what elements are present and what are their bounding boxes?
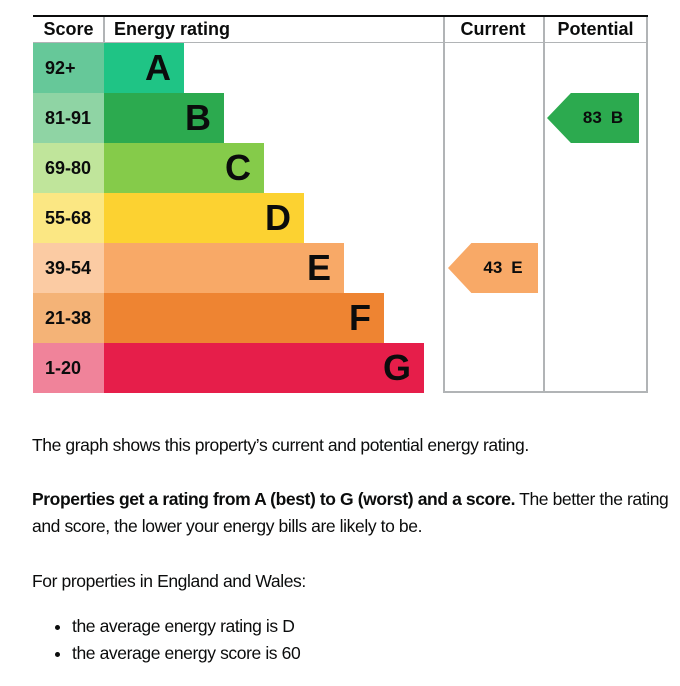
score-column-divider — [103, 17, 105, 43]
average-rating-bullet: the average energy rating is D — [72, 613, 677, 640]
averages-list: the average energy rating is D the avera… — [32, 613, 677, 667]
header-potential: Potential — [557, 19, 634, 39]
band-score-range: 92+ — [33, 43, 104, 93]
band-letter: D — [265, 197, 291, 238]
band-row: 81-91 B — [33, 93, 648, 143]
potential-band: B — [610, 108, 624, 127]
band-bar: G — [104, 343, 424, 393]
band-row: 21-38 F — [33, 293, 648, 343]
band-bar: A — [104, 43, 184, 93]
band-bar: B — [104, 93, 224, 143]
explanatory-text: The graph shows this property’s current … — [32, 432, 677, 667]
rating-explanation-bold: Properties get a rating from A (best) to… — [32, 489, 516, 509]
current-band: E — [511, 258, 523, 277]
band-bar: E — [104, 243, 344, 293]
band-letter: E — [306, 247, 331, 288]
header-score: Score — [43, 19, 94, 39]
header-current: Current — [460, 19, 526, 39]
band-letter: A — [145, 47, 171, 88]
current-score: 43 — [483, 258, 503, 277]
band-score-range: 21-38 — [33, 293, 104, 343]
band-row: 69-80 C — [33, 143, 648, 193]
rating-explanation-paragraph: Properties get a rating from A (best) to… — [32, 486, 677, 540]
band-bar: D — [104, 193, 304, 243]
current-column-divider — [443, 17, 445, 393]
potential-column-divider — [543, 17, 545, 393]
band-score-range: 39-54 — [33, 243, 104, 293]
band-row: 92+ A — [33, 43, 648, 93]
band-letter: C — [225, 147, 251, 188]
band-letter: F — [349, 297, 371, 338]
band-bar: F — [104, 293, 384, 343]
region-note: For properties in England and Wales: — [32, 571, 306, 591]
band-score-range: 69-80 — [33, 143, 104, 193]
graph-description-paragraph: The graph shows this property’s current … — [32, 435, 529, 455]
band-score-range: 81-91 — [33, 93, 104, 143]
rating-explanation-rest: The better the rating and score, the low… — [32, 489, 669, 536]
epc-rating-graph: Score Energy rating Current Potential 92… — [33, 15, 648, 393]
header-energy-rating: Energy rating — [114, 19, 231, 39]
average-score-bullet: the average energy score is 60 — [72, 640, 677, 667]
band-bar: C — [104, 143, 264, 193]
band-letter: B — [185, 97, 211, 138]
band-letter: G — [382, 347, 411, 388]
potential-score: 83 — [582, 108, 602, 127]
band-row: 1-20 G — [33, 343, 648, 393]
bottom-border-line — [443, 391, 648, 393]
right-border-line — [646, 17, 648, 393]
band-row: 55-68 D — [33, 193, 648, 243]
band-score-range: 55-68 — [33, 193, 104, 243]
band-row: 39-54 E — [33, 243, 648, 293]
epc-graph-header: Score Energy rating Current Potential — [33, 17, 648, 43]
band-score-range: 1-20 — [33, 343, 104, 393]
